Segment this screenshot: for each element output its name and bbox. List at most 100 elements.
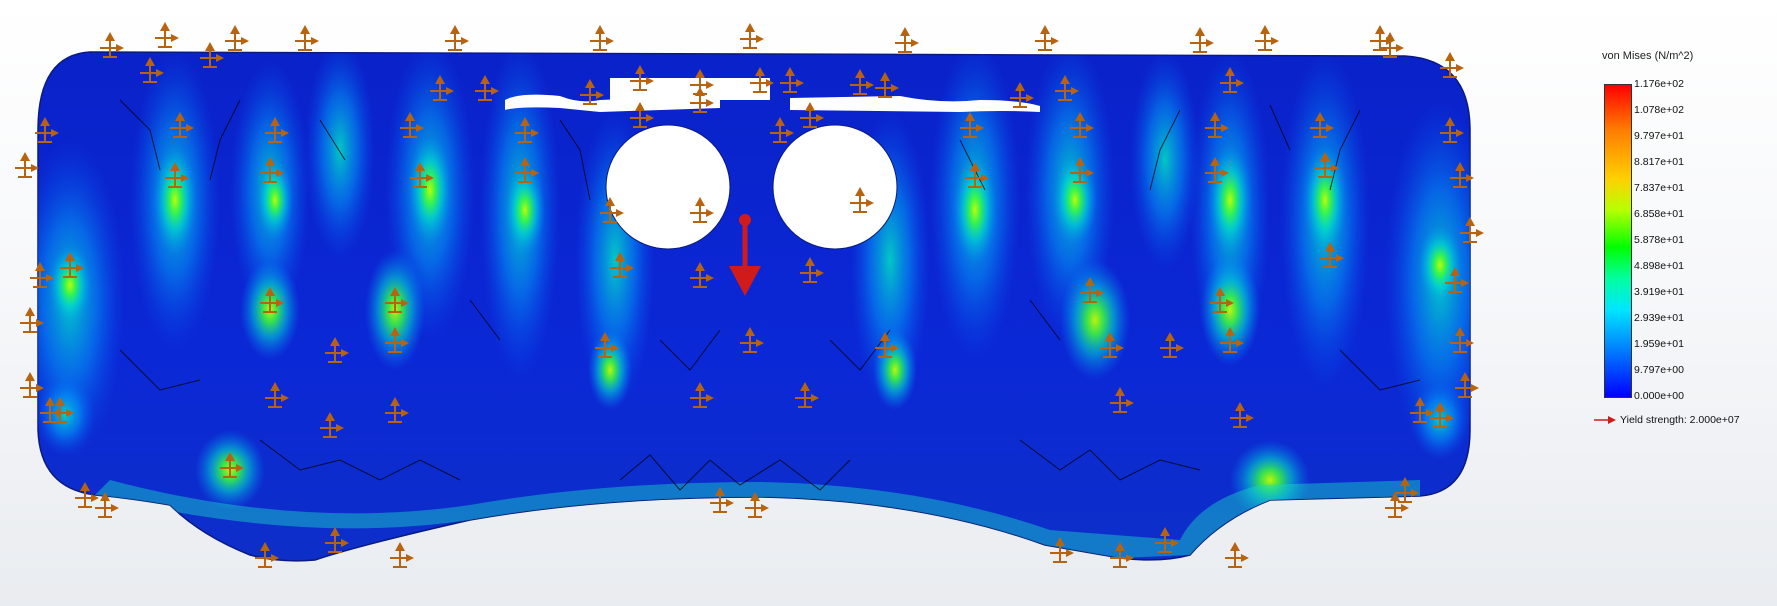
legend-tick-label: 1.176e+02 <box>1634 78 1684 90</box>
fixture-icon <box>265 382 289 408</box>
fixture-icon <box>850 69 874 95</box>
fixture-icon <box>690 382 714 408</box>
fixture-icon <box>895 27 919 53</box>
fixture-icon <box>1440 52 1464 78</box>
fixture-icon <box>1380 32 1404 58</box>
fixture-icon <box>1410 397 1434 423</box>
fixture-icon <box>325 337 349 363</box>
fixture-icon <box>220 452 244 478</box>
legend-tick-label: 4.898e+01 <box>1634 260 1684 272</box>
fixture-icon <box>1320 242 1344 268</box>
fixture-icon <box>95 492 119 518</box>
legend-tick-label: 2.939e+01 <box>1634 312 1684 324</box>
top-slot-right <box>790 96 1040 112</box>
fixture-icon <box>630 102 654 128</box>
fixture-icon <box>850 187 874 213</box>
fixture-icon <box>1190 27 1214 53</box>
fixture-icon <box>1220 67 1244 93</box>
fixture-icon <box>1310 112 1334 138</box>
fixture-icon <box>1160 332 1184 358</box>
legend-tick-label: 8.817e+01 <box>1634 156 1684 168</box>
fixture-icon <box>1080 277 1104 303</box>
load-markers <box>729 214 761 296</box>
load-arrow-icon <box>729 214 761 296</box>
stress-contours <box>38 52 1470 558</box>
fixture-icon <box>630 65 654 91</box>
legend-tick-label: 1.959e+01 <box>1634 338 1684 350</box>
fixture-icon <box>170 112 194 138</box>
fixture-icon <box>75 482 99 508</box>
fixture-icon <box>1255 25 1279 51</box>
fixture-icon <box>430 75 454 101</box>
fixture-icon <box>595 332 619 358</box>
hole-right <box>772 124 898 250</box>
fixture-icon <box>960 112 984 138</box>
fixture-icon <box>445 25 469 51</box>
fixture-icon <box>1050 537 1074 563</box>
fixture-icon <box>600 197 624 223</box>
fixture-icon <box>780 67 804 93</box>
stress-plot-body <box>37 51 1471 562</box>
fixture-icon <box>875 332 899 358</box>
fixture-icon <box>690 197 714 223</box>
fixture-icon <box>1070 112 1094 138</box>
fixture-icon <box>475 75 499 101</box>
hole-left <box>605 124 731 250</box>
fixture-icon <box>260 157 284 183</box>
fixture-icon <box>295 25 319 51</box>
fixture-icon <box>1155 527 1179 553</box>
legend-colorbar <box>1604 84 1632 398</box>
fixture-icon <box>50 397 74 423</box>
fixture-icon <box>410 162 434 188</box>
fixture-icon <box>20 372 44 398</box>
fixture-icon <box>30 262 54 288</box>
fixture-icon <box>1450 162 1474 188</box>
fixture-icon <box>400 112 424 138</box>
fixture-icon <box>580 79 604 105</box>
fixture-icon <box>200 42 224 68</box>
fixture-icon <box>1110 542 1134 568</box>
fixture-icon <box>100 32 124 58</box>
legend-title: von Mises (N/m^2) <box>1602 50 1694 62</box>
fixture-icon <box>1110 387 1134 413</box>
fixture-icon <box>385 327 409 353</box>
fixture-icon <box>140 57 164 83</box>
fixture-icon <box>225 25 249 51</box>
fixture-icon <box>1315 152 1339 178</box>
legend-tick-label: 7.837e+01 <box>1634 182 1684 194</box>
legend-tick-label: 9.797e+00 <box>1634 364 1684 376</box>
legend-tick-label: 1.078e+02 <box>1634 104 1684 116</box>
fixture-icon <box>710 487 734 513</box>
fixture-icon <box>1230 402 1254 428</box>
fixture-icon <box>740 327 764 353</box>
fixture-icon <box>1205 112 1229 138</box>
fixture-markers <box>15 22 1484 568</box>
fixture-icon <box>1070 157 1094 183</box>
fixture-icon <box>385 287 409 313</box>
fixture-icon <box>965 162 989 188</box>
fixture-icon <box>15 152 39 178</box>
legend-tick-label: 3.919e+01 <box>1634 286 1684 298</box>
yield-strength-label: Yield strength: 2.000e+07 <box>1620 414 1740 426</box>
fixture-icon <box>155 22 179 48</box>
legend-tick-label: 6.858e+01 <box>1634 208 1684 220</box>
fixture-icon <box>690 262 714 288</box>
fixture-icon <box>390 542 414 568</box>
fixture-icon <box>20 307 44 333</box>
top-slot-center <box>610 78 770 100</box>
fixture-icon <box>260 287 284 313</box>
legend-tick-label: 0.000e+00 <box>1634 390 1684 402</box>
fixture-icon <box>1205 157 1229 183</box>
fixture-icon <box>1440 117 1464 143</box>
yield-arrow-icon <box>1594 416 1616 424</box>
fixture-icon <box>1225 542 1249 568</box>
fixture-icon <box>770 117 794 143</box>
fixture-icon <box>745 492 769 518</box>
fixture-icon <box>590 25 614 51</box>
stress-legend: von Mises (N/m^2) 1.176e+02 1.078e+02 9.79… <box>1590 46 1777 446</box>
legend-tick-label: 5.878e+01 <box>1634 234 1684 246</box>
fixture-icon <box>1035 25 1059 51</box>
fixture-icon <box>1455 372 1479 398</box>
fixture-icon <box>255 542 279 568</box>
